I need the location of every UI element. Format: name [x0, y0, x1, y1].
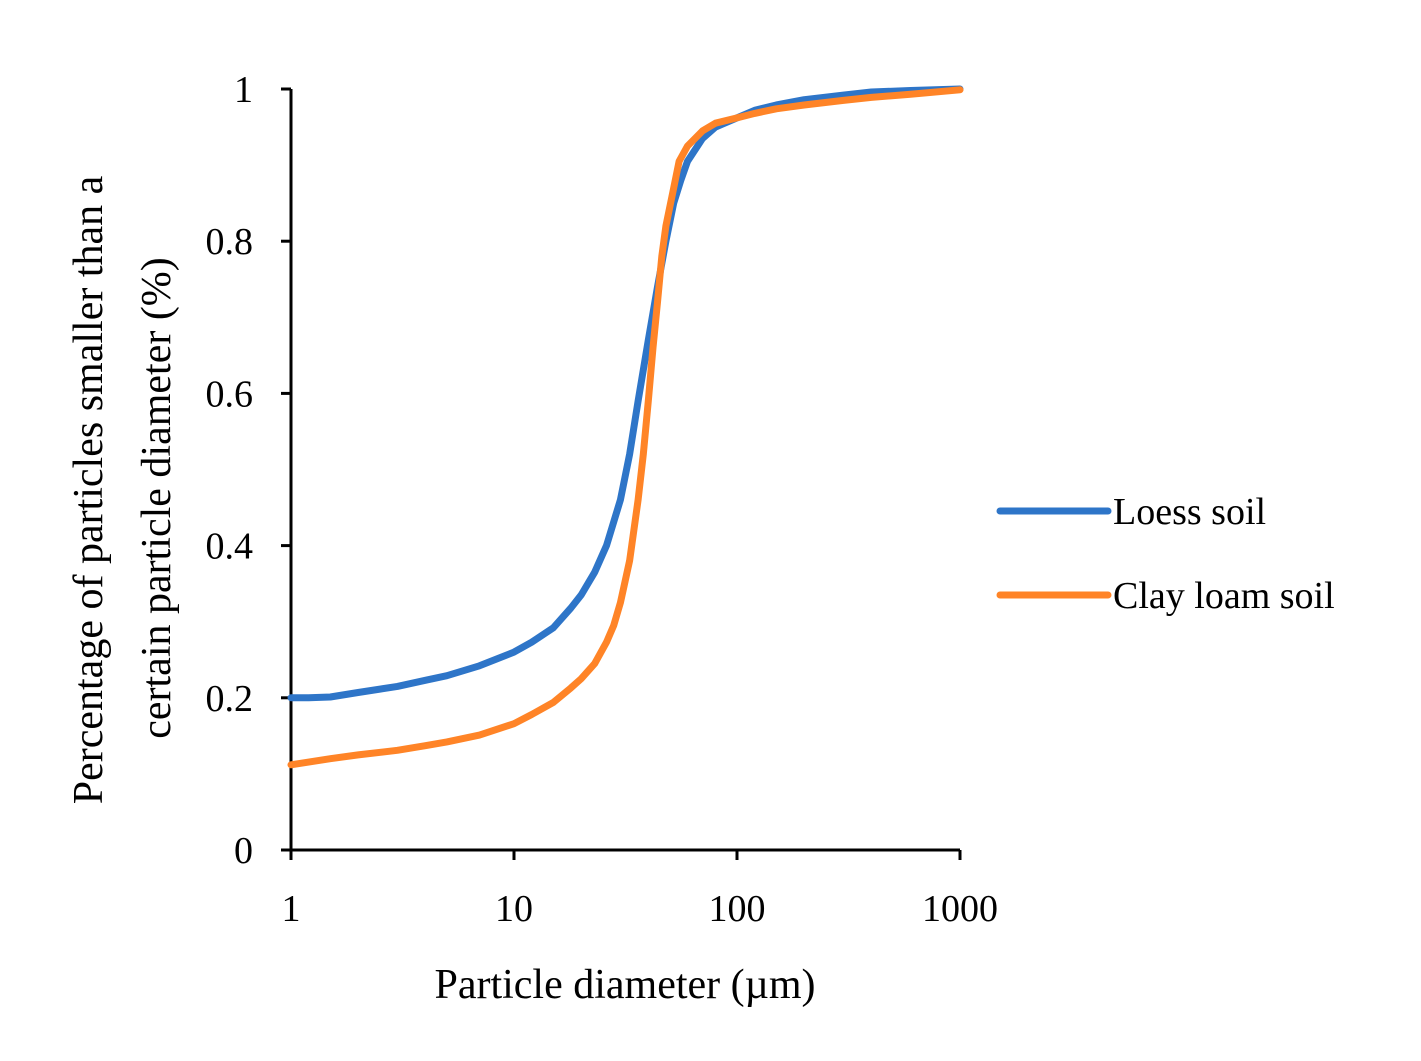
- axes: 0 0.2 0.4 0.6 0.8 1 1 10 100 1000: [206, 69, 999, 930]
- y-tick-label: 0.6: [206, 373, 254, 415]
- x-tick-label: 1000: [922, 888, 998, 930]
- y-axis-title-line-1: Percentage of particles smaller than a: [66, 175, 112, 804]
- y-axis-title-line-2: certain particle diameter (%): [134, 257, 180, 739]
- legend: Loess soil Clay loam soil: [996, 491, 1335, 617]
- legend-label-clay-loam-soil: Clay loam soil: [1113, 575, 1335, 617]
- series-layer: [287, 85, 964, 769]
- series-line-loess-soil: [287, 85, 964, 702]
- labels: Particle diameter (µm) Percentage of par…: [66, 175, 816, 1008]
- x-tick-label: 100: [709, 888, 766, 930]
- y-tick-label: 0: [234, 830, 253, 872]
- legend-label-loess-soil: Loess soil: [1113, 491, 1266, 533]
- series-line-clay-loam-soil: [287, 86, 964, 769]
- y-tick-label: 0.8: [206, 221, 254, 263]
- x-tick-label: 1: [282, 888, 301, 930]
- x-axis-title: Particle diameter (µm): [434, 962, 815, 1008]
- y-tick-label: 0.2: [206, 678, 254, 720]
- x-tick-label: 10: [495, 888, 533, 930]
- y-tick-label: 0.4: [206, 526, 254, 568]
- y-tick-label: 1: [234, 69, 253, 111]
